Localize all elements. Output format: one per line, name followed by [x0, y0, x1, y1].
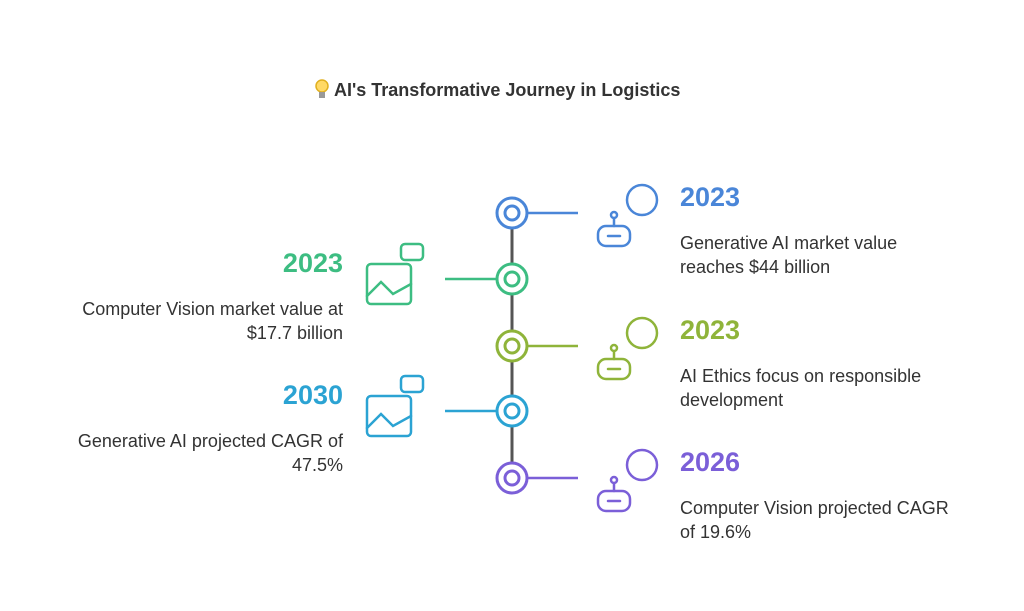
- bulb-icon: [315, 79, 329, 98]
- icon-line: [365, 280, 413, 298]
- icon: [596, 316, 659, 381]
- icon: [365, 242, 425, 306]
- node-inner: [503, 270, 521, 288]
- year: 2030: [283, 380, 343, 410]
- year: 2026: [680, 447, 740, 477]
- node-inner: [503, 402, 521, 420]
- year: 2023: [283, 248, 343, 278]
- robot-antenna-tip: [609, 475, 619, 485]
- node-inner: [503, 204, 521, 222]
- description: AI Ethics focus on responsible: [680, 366, 921, 386]
- description: 47.5%: [292, 455, 343, 475]
- robot-antenna-tip: [609, 343, 619, 353]
- description: of 19.6%: [680, 522, 751, 542]
- icon-line: [365, 412, 413, 430]
- badge: [625, 183, 659, 217]
- description: Generative AI market value: [680, 233, 897, 253]
- title: AI's Transformative Journey in Logistics: [334, 80, 680, 100]
- icon-badge: [399, 374, 425, 394]
- robot-antenna-tip: [609, 210, 619, 220]
- icon: [596, 448, 659, 513]
- description: Computer Vision market value at: [82, 299, 343, 319]
- description: reaches $44 billion: [680, 257, 830, 277]
- year: 2023: [680, 315, 740, 345]
- icon-frame: [365, 394, 413, 438]
- icon-badge: [399, 242, 425, 262]
- description: $17.7 billion: [247, 323, 343, 343]
- badge: [625, 316, 659, 350]
- icon: [365, 374, 425, 438]
- badge: [625, 448, 659, 482]
- icon: [596, 183, 659, 248]
- node-inner: [503, 469, 521, 487]
- description: development: [680, 390, 783, 410]
- node-inner: [503, 337, 521, 355]
- description: Generative AI projected CAGR of: [78, 431, 344, 451]
- icon-frame: [365, 262, 413, 306]
- year: 2023: [680, 182, 740, 212]
- description: Computer Vision projected CAGR: [680, 498, 949, 518]
